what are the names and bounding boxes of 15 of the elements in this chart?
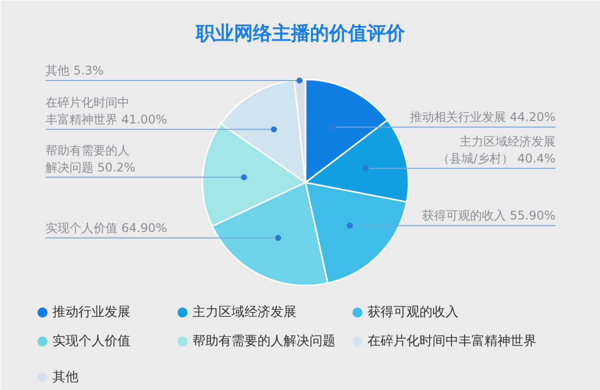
legend-label: 实现个人价值 [52,334,130,349]
legend-label: 主力区域经济发展 [192,304,296,320]
data-label: 其他 5.3% [46,64,104,78]
chart-title: 职业网络主播的价值评价 [195,22,406,44]
legend-label: 在碎片化时间中丰富精神世界 [368,333,536,349]
data-label: 在碎片化时间中丰富精神世界 41.00% [46,95,168,126]
legend-label: 获得可观的收入 [368,305,458,320]
data-label: 实现个人价值 64.90% [46,220,168,235]
data-label: 推动相关行业发展 44.20% [410,110,556,124]
legend-label: 其他 [52,370,78,385]
data-label: 获得可观的收入 55.90% [422,208,556,223]
legend-label: 帮助有需要的人解决问题 [192,334,336,349]
data-label: 帮助有需要的人解决问题 50.2% [46,143,136,174]
legend-label: 推动行业发展 [52,305,130,320]
data-label: 主力区域经济发展（县城/乡村） 40.4% [438,134,556,166]
